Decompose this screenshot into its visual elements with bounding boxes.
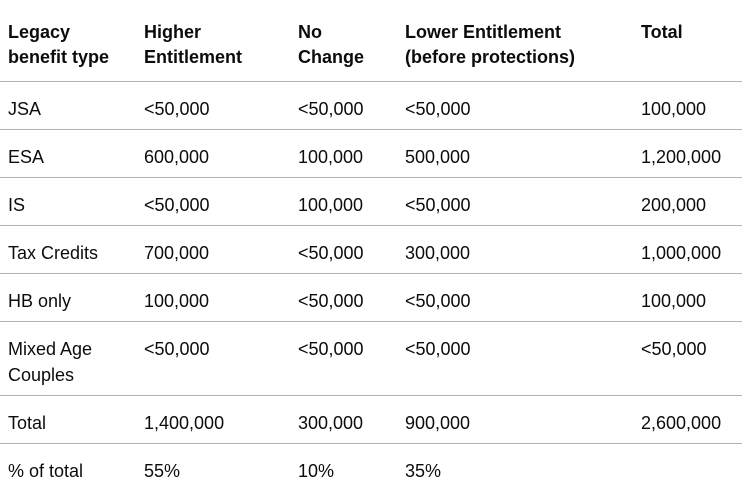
table-row: IS <50,000 100,000 <50,000 200,000 [0, 178, 742, 226]
cell-lower: 500,000 [397, 130, 633, 178]
cell-lower: <50,000 [397, 322, 633, 396]
table-row: JSA <50,000 <50,000 <50,000 100,000 [0, 82, 742, 130]
cell-total: 1,000,000 [633, 226, 742, 274]
cell-no-change: 10% [290, 444, 397, 491]
table-row: Mixed Age Couples <50,000 <50,000 <50,00… [0, 322, 742, 396]
header-total: Total [633, 0, 742, 82]
cell-higher: <50,000 [136, 178, 290, 226]
cell-lower: <50,000 [397, 82, 633, 130]
cell-benefit-type: IS [0, 178, 136, 226]
cell-total: 1,200,000 [633, 130, 742, 178]
cell-benefit-type: Mixed Age Couples [0, 322, 136, 396]
cell-no-change: <50,000 [290, 82, 397, 130]
cell-no-change: 100,000 [290, 178, 397, 226]
cell-benefit-type: % of total [0, 444, 136, 491]
cell-total: 2,600,000 [633, 396, 742, 444]
cell-lower: 900,000 [397, 396, 633, 444]
cell-lower: <50,000 [397, 274, 633, 322]
cell-lower: 35% [397, 444, 633, 491]
cell-higher: 1,400,000 [136, 396, 290, 444]
cell-total: 200,000 [633, 178, 742, 226]
cell-no-change: <50,000 [290, 226, 397, 274]
cell-total: <50,000 [633, 322, 742, 396]
cell-benefit-type: Tax Credits [0, 226, 136, 274]
cell-higher: 600,000 [136, 130, 290, 178]
cell-no-change: 100,000 [290, 130, 397, 178]
cell-higher: <50,000 [136, 322, 290, 396]
cell-total [633, 444, 742, 491]
cell-higher: 55% [136, 444, 290, 491]
table-row-total: Total 1,400,000 300,000 900,000 2,600,00… [0, 396, 742, 444]
header-lower-entitlement: Lower Entitlement(before protections) [397, 0, 633, 82]
cell-higher: <50,000 [136, 82, 290, 130]
table-row: ESA 600,000 100,000 500,000 1,200,000 [0, 130, 742, 178]
cell-higher: 700,000 [136, 226, 290, 274]
cell-benefit-type: HB only [0, 274, 136, 322]
cell-benefit-type: JSA [0, 82, 136, 130]
cell-no-change: 300,000 [290, 396, 397, 444]
cell-lower: 300,000 [397, 226, 633, 274]
cell-benefit-type: Total [0, 396, 136, 444]
cell-lower: <50,000 [397, 178, 633, 226]
table-row: HB only 100,000 <50,000 <50,000 100,000 [0, 274, 742, 322]
cell-no-change: <50,000 [290, 322, 397, 396]
cell-higher: 100,000 [136, 274, 290, 322]
cell-total: 100,000 [633, 274, 742, 322]
cell-benefit-type: ESA [0, 130, 136, 178]
cell-total: 100,000 [633, 82, 742, 130]
table-row: Tax Credits 700,000 <50,000 300,000 1,00… [0, 226, 742, 274]
table-row-percent: % of total 55% 10% 35% [0, 444, 742, 491]
cell-no-change: <50,000 [290, 274, 397, 322]
